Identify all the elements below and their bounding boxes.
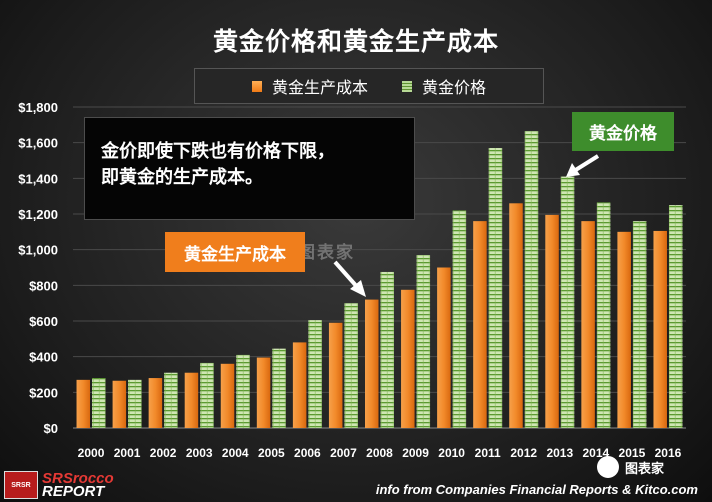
bar-price [92, 378, 106, 428]
x-tick-label: 2010 [438, 446, 465, 460]
bar-price [488, 148, 503, 428]
bar-price [200, 362, 214, 428]
logo-text: SRSrocco REPORT [42, 470, 114, 500]
arrow-price [566, 154, 600, 177]
logo-badge: SRSR [4, 471, 38, 499]
x-tick-label: 2008 [366, 446, 393, 460]
x-tick-label: 2013 [546, 446, 573, 460]
logo-bottom-text: REPORT [42, 483, 105, 500]
legend-label-cost: 黄金生产成本 [271, 80, 368, 97]
annotation-line-2: 即黄金的生产成本。 [101, 167, 263, 187]
bar-cost [112, 380, 127, 428]
y-tick-label: $1,000 [18, 243, 58, 258]
legend-swatch-orange [251, 80, 262, 92]
bar-cost [401, 289, 415, 428]
x-tick-label: 2007 [330, 446, 357, 460]
y-tick-label: $200 [29, 385, 58, 400]
x-tick-label: 2000 [78, 446, 105, 460]
legend-item-price: 黄金价格 [402, 74, 486, 98]
chart-title: 黄金价格和黄金生产成本 [212, 28, 499, 56]
watermark-corner-text: 图表家 [625, 460, 665, 476]
x-tick-label: 2016 [655, 446, 682, 460]
y-tick-label: $600 [29, 314, 58, 329]
x-tick-label: 2006 [294, 446, 321, 460]
source-note: info from Companies Financial Reports & … [375, 482, 698, 497]
callout-cost-label: 黄金生产成本 [165, 232, 305, 272]
y-tick-label: $1,400 [18, 171, 58, 186]
y-tick-label: $0 [44, 421, 58, 436]
srsrocco-logo: SRSR SRSrocco REPORT [4, 471, 114, 499]
arrow-cost [333, 260, 366, 297]
x-tick-label: 2003 [186, 446, 213, 460]
bar-price [308, 320, 322, 428]
bar-price [416, 255, 431, 428]
bar-cost [148, 378, 163, 428]
annotation-line-1: 金价即使下跌也有价格下限， [101, 141, 335, 161]
bar-price [560, 176, 575, 428]
bar-cost [184, 372, 199, 428]
x-tick-label: 2012 [510, 446, 537, 460]
bar-cost [256, 357, 271, 428]
y-tick-label: $1,800 [18, 100, 58, 115]
legend-swatch-green [402, 80, 412, 92]
bar-price [524, 131, 539, 428]
bar-cost [365, 299, 379, 428]
x-tick-label: 2015 [619, 446, 646, 460]
annotation-box: 金价即使下跌也有价格下限， 即黄金的生产成本。 [84, 117, 415, 220]
chart-legend: 黄金生产成本 黄金价格 [194, 68, 544, 104]
watermark-circle-icon [597, 456, 619, 478]
bar-price [668, 205, 683, 428]
logo-top-text: SRSrocco [42, 470, 114, 487]
bar-cost [617, 231, 631, 428]
bar-cost [473, 221, 487, 428]
bar-cost [292, 342, 307, 428]
bar-cost [437, 267, 451, 428]
bar-cost [653, 230, 667, 428]
legend-label-price: 黄金价格 [422, 80, 487, 97]
bar-price [272, 348, 286, 428]
y-axis-ticks: $0 $200 $400 $600 $800 $1,000 $1,200 $1,400 $1,6… [18, 100, 58, 436]
y-tick-label: $1,600 [18, 136, 58, 151]
y-tick-label: $800 [29, 278, 58, 293]
x-tick-label: 2011 [475, 446, 501, 460]
x-tick-label: 2009 [402, 446, 429, 460]
x-axis-ticks: 2000 2001 2002 2003 2004 2005 2006 2007 2008 2009… [78, 446, 682, 460]
watermark-center: 图表家 [298, 243, 355, 262]
watermark-corner: 图表家 [597, 452, 667, 482]
y-tick-label: $400 [29, 350, 58, 365]
x-tick-label: 2001 [114, 446, 141, 460]
x-tick-label: 2004 [222, 446, 249, 460]
bar-cost [76, 379, 91, 428]
x-tick-label: 2005 [258, 446, 285, 460]
bar-price [596, 202, 611, 428]
bar-price [344, 303, 358, 428]
x-tick-label: 2002 [150, 446, 177, 460]
callout-price-label: 黄金价格 [572, 112, 674, 151]
bar-cost [545, 214, 559, 428]
bars [76, 131, 683, 428]
bar-price [236, 354, 250, 428]
bar-price [380, 271, 394, 428]
bar-price [452, 210, 467, 428]
legend-item-cost: 黄金生产成本 [251, 74, 368, 98]
bar-cost [581, 221, 595, 428]
bar-cost [509, 203, 523, 428]
bar-price [164, 372, 178, 428]
y-tick-label: $1,200 [18, 207, 58, 222]
bar-cost [328, 322, 343, 428]
bar-price [632, 221, 647, 428]
bar-price [128, 379, 142, 428]
bar-cost [220, 363, 235, 428]
